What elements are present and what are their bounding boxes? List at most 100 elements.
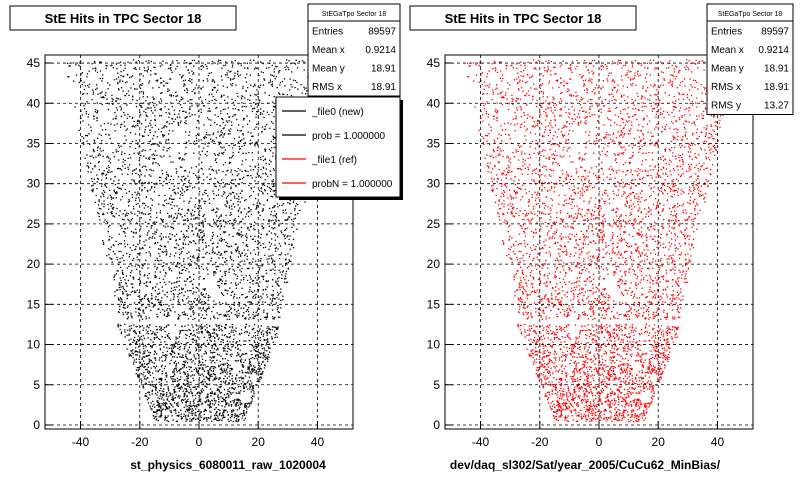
hit-point — [188, 409, 190, 411]
hit-point — [100, 92, 102, 94]
hit-point — [92, 68, 94, 70]
hit-point — [277, 236, 279, 238]
hit-point — [133, 302, 136, 304]
hit-point — [254, 355, 257, 358]
hit-point — [203, 105, 206, 107]
hit-point — [148, 158, 150, 160]
hit-point — [119, 105, 121, 108]
hit-point — [205, 417, 207, 419]
hit-point — [107, 82, 109, 84]
hit-point — [289, 216, 291, 218]
hit-point — [201, 294, 203, 296]
hit-point — [160, 326, 162, 328]
hit-point — [168, 198, 171, 200]
hit-point — [251, 395, 253, 397]
hit-point — [92, 149, 94, 151]
hit-point — [165, 326, 167, 328]
hit-point — [231, 98, 233, 101]
hit-point — [117, 98, 119, 100]
hit-point — [157, 79, 159, 81]
hit-point — [230, 245, 233, 247]
hit-point — [196, 260, 198, 262]
hit-point — [284, 237, 286, 240]
hit-point — [176, 65, 178, 67]
hit-point — [133, 290, 136, 292]
hit-point — [231, 191, 234, 194]
hit-point — [261, 210, 264, 212]
hit-point — [271, 85, 274, 87]
hit-point — [138, 180, 141, 182]
hit-point — [169, 78, 171, 80]
hit-point — [175, 366, 177, 368]
hit-point — [208, 337, 210, 339]
hit-point — [235, 419, 237, 422]
hit-point — [166, 408, 168, 410]
hit-point — [176, 342, 178, 344]
hit-point — [201, 373, 203, 375]
hit-point — [107, 248, 110, 250]
hit-point — [281, 204, 283, 207]
hit-point — [164, 402, 166, 405]
hit-point — [221, 417, 224, 419]
hit-point — [101, 192, 103, 194]
hit-point — [161, 251, 163, 253]
hit-point — [144, 383, 146, 385]
hit-point — [122, 306, 124, 309]
hit-point — [225, 197, 227, 199]
hit-point — [167, 148, 169, 150]
hit-point — [133, 257, 135, 260]
hit-point — [231, 368, 233, 371]
hit-point — [289, 248, 291, 250]
hit-point — [235, 284, 237, 286]
hit-point — [228, 403, 230, 405]
hit-point — [127, 311, 129, 314]
hit-point — [247, 67, 249, 70]
hit-point — [193, 356, 195, 358]
hit-point — [103, 200, 105, 202]
hit-point — [136, 351, 138, 353]
hit-point — [163, 327, 166, 329]
hit-point — [277, 327, 279, 329]
hit-point — [190, 375, 192, 377]
hit-point — [272, 138, 275, 140]
hit-point — [238, 124, 240, 126]
hit-point — [141, 267, 143, 269]
hit-point — [98, 61, 101, 63]
hit-point — [148, 238, 150, 240]
hit-point — [187, 385, 189, 387]
hit-point — [226, 377, 228, 379]
hit-point — [170, 410, 173, 412]
hit-point — [97, 154, 99, 157]
hit-point — [180, 96, 183, 99]
hit-point — [253, 249, 255, 251]
hit-point — [245, 402, 247, 405]
hit-point — [271, 285, 274, 287]
hit-point — [259, 378, 261, 380]
hit-point — [142, 385, 145, 387]
hit-point — [161, 396, 163, 398]
hit-point — [178, 346, 181, 349]
hit-point — [268, 331, 270, 334]
hit-point — [179, 238, 181, 240]
hit-point — [81, 136, 83, 138]
hit-point — [227, 169, 229, 172]
hit-point — [228, 387, 231, 389]
hit-point — [205, 410, 207, 412]
hit-point — [121, 169, 123, 171]
hit-point — [227, 347, 229, 349]
hit-point — [243, 117, 245, 120]
hit-point — [165, 355, 167, 358]
hit-point — [237, 73, 239, 75]
hit-point — [159, 302, 161, 304]
hit-point — [120, 332, 122, 335]
hit-point — [225, 205, 228, 208]
hit-point — [89, 143, 91, 146]
hit-point — [181, 299, 184, 301]
hit-point — [142, 353, 144, 355]
hit-point — [214, 98, 216, 101]
hit-point — [143, 327, 145, 329]
hit-point — [266, 294, 268, 296]
hit-point — [240, 97, 243, 99]
hit-point — [172, 381, 174, 383]
